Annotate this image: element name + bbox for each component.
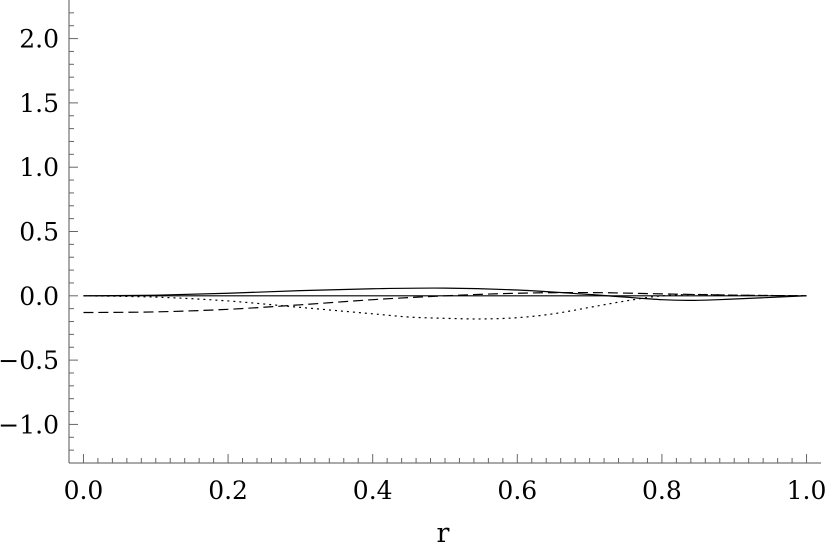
x-axis-ticks: 0.0 0.2 0.4 0.6 0.8 1.0 bbox=[64, 454, 827, 505]
plot-frame bbox=[68, 0, 821, 464]
y-axis-ticks: −1.0 −0.5 0.0 0.5 1.0 1.5 2.0 bbox=[0, 12, 78, 451]
series-line-solid-0 bbox=[83, 287, 807, 302]
y-tick-label: 2.0 bbox=[19, 25, 59, 54]
x-tick-label: 1.0 bbox=[787, 476, 827, 505]
y-tick-label: 0.5 bbox=[19, 218, 59, 247]
y-tick-label: −1.0 bbox=[0, 410, 59, 439]
y-tick-label: 0.0 bbox=[19, 282, 59, 311]
x-tick-label: 0.4 bbox=[353, 476, 393, 505]
x-axis-label: r bbox=[437, 518, 450, 549]
series-layer bbox=[83, 287, 807, 320]
y-tick-label: −0.5 bbox=[0, 346, 59, 375]
x-tick-label: 0.0 bbox=[64, 476, 104, 505]
y-tick-label: 1.0 bbox=[19, 153, 59, 182]
y-tick-label: 1.5 bbox=[19, 89, 59, 118]
series-line-dashed-2 bbox=[83, 291, 807, 314]
x-tick-label: 0.8 bbox=[642, 476, 682, 505]
x-tick-label: 0.2 bbox=[208, 476, 248, 505]
x-tick-label: 0.6 bbox=[497, 476, 537, 505]
series-line-dotted-3 bbox=[83, 293, 807, 320]
